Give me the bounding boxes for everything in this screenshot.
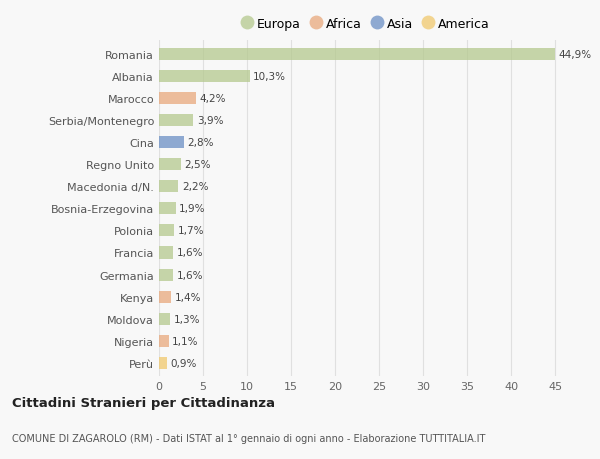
Bar [159, 313, 170, 325]
Bar [159, 357, 167, 369]
Bar [159, 225, 174, 237]
Legend: Europa, Africa, Asia, America: Europa, Africa, Asia, America [238, 14, 494, 34]
Text: 1,7%: 1,7% [178, 226, 204, 236]
Text: 10,3%: 10,3% [253, 72, 286, 82]
Bar [159, 335, 169, 347]
Text: 4,2%: 4,2% [200, 94, 226, 104]
Bar [159, 203, 176, 215]
Bar [159, 93, 196, 105]
Text: 1,6%: 1,6% [176, 248, 203, 258]
Text: 1,6%: 1,6% [176, 270, 203, 280]
Text: 2,8%: 2,8% [187, 138, 214, 148]
Text: 1,1%: 1,1% [172, 336, 199, 346]
Text: 0,9%: 0,9% [170, 358, 197, 368]
Text: 1,4%: 1,4% [175, 292, 202, 302]
Text: 1,3%: 1,3% [174, 314, 200, 324]
Bar [159, 269, 173, 281]
Bar [159, 115, 193, 127]
Bar [159, 71, 250, 83]
Text: Cittadini Stranieri per Cittadinanza: Cittadini Stranieri per Cittadinanza [12, 396, 275, 409]
Text: 1,9%: 1,9% [179, 204, 206, 214]
Text: 2,5%: 2,5% [185, 160, 211, 170]
Text: COMUNE DI ZAGAROLO (RM) - Dati ISTAT al 1° gennaio di ogni anno - Elaborazione T: COMUNE DI ZAGAROLO (RM) - Dati ISTAT al … [12, 433, 485, 442]
Bar [159, 181, 178, 193]
Bar [159, 291, 172, 303]
Text: 3,9%: 3,9% [197, 116, 223, 126]
Bar [159, 137, 184, 149]
Text: 2,2%: 2,2% [182, 182, 208, 192]
Bar [159, 159, 181, 171]
Bar [159, 49, 554, 61]
Bar [159, 247, 173, 259]
Text: 44,9%: 44,9% [558, 50, 591, 60]
